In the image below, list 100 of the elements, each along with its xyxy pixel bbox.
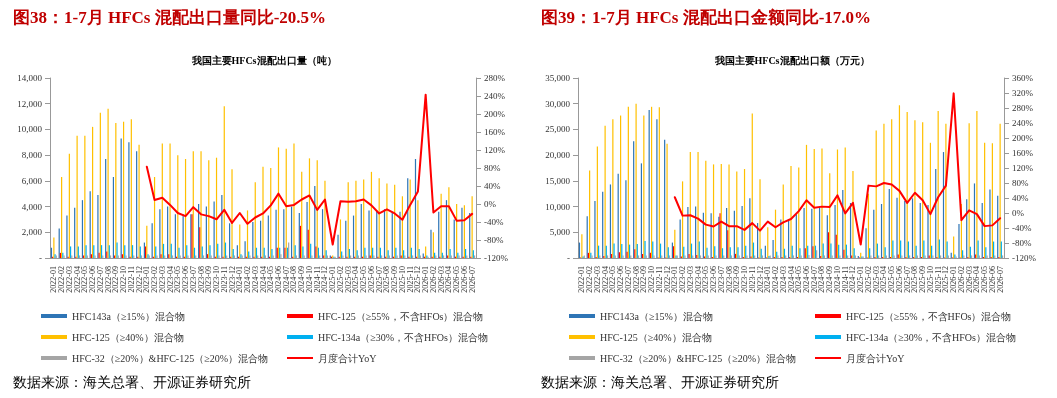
y-tick-label: 10,000 — [545, 201, 571, 212]
chart-title: 图38：1-7月 HFCs 混配出口量同比-20.5% — [13, 8, 327, 27]
y2-tick-label: 160% — [1012, 148, 1034, 158]
x-tick-label: 2026-06 — [987, 266, 997, 293]
y-tick-label: 25,000 — [545, 124, 571, 135]
x-tick-label: 2024-12 — [320, 266, 330, 293]
y2-tick-label: -80% — [484, 235, 504, 245]
legend-label: 月度合计YoY — [318, 352, 377, 364]
x-tick-label: 2026-07 — [995, 266, 1005, 293]
x-tick-label: 2024-07 — [281, 266, 291, 293]
x-tick-label: 2024-07 — [809, 266, 819, 293]
x-tick-label: 2023-08 — [724, 266, 734, 293]
y2-tick-label: -40% — [484, 217, 504, 227]
x-tick-label: 2025-01 — [328, 266, 338, 293]
x-tick-label: 2022-02 — [57, 266, 67, 293]
x-tick-label: 2022-01 — [49, 266, 59, 293]
y-tick-label: 10,000 — [17, 124, 43, 135]
y2-tick-label: -120% — [1012, 253, 1037, 263]
legend-label: HFC-32（≥20%）&HFC-125（≥20%）混合物 — [72, 352, 268, 364]
x-tick-label: 2024-01 — [235, 266, 245, 293]
x-tick-label: 2022-08 — [631, 266, 641, 293]
x-tick-label: 2024-06 — [801, 266, 811, 293]
legend-label: 月度合计YoY — [846, 352, 905, 364]
y-tick-label: 5,000 — [549, 227, 571, 238]
x-tick-label: 2025-09 — [918, 266, 928, 293]
x-tick-label: 2023-07 — [188, 266, 198, 293]
x-tick-label: 2025-09 — [390, 266, 400, 293]
x-tick-label: 2025-01 — [856, 266, 866, 293]
chart-subtitle: 我国主要HFCs混配出口量（吨） — [190, 54, 337, 66]
x-tick-label: 2023-06 — [709, 266, 719, 293]
x-tick-label: 2024-04 — [258, 266, 268, 293]
x-tick-label: 2026-06 — [459, 266, 469, 293]
y2-tick-label: 40% — [484, 181, 501, 191]
x-tick-label: 2026-01 — [421, 266, 431, 293]
x-tick-label: 2024-01 — [763, 266, 773, 293]
x-tick-label: 2025-05 — [359, 266, 369, 293]
x-tick-label: 2022-12 — [662, 266, 672, 293]
y-tick-label: 14,000 — [17, 73, 43, 83]
x-tick-label: 2026-02 — [428, 266, 438, 293]
x-tick-label: 2023-09 — [732, 266, 742, 293]
y2-tick-label: 40% — [1012, 193, 1029, 203]
y-tick-label: 12,000 — [17, 98, 43, 109]
y2-tick-label: 320% — [1012, 88, 1034, 98]
x-tick-label: 2023-05 — [701, 266, 711, 293]
legend-label: HFC-125（≥55%，不含HFOs）混合物 — [318, 310, 484, 322]
x-tick-label: 2025-06 — [366, 266, 376, 293]
x-tick-label: 2022-06 — [88, 266, 98, 293]
y-tick-label: 6,000 — [21, 175, 43, 186]
x-tick-label: 2025-06 — [894, 266, 904, 293]
y2-tick-label: 280% — [1012, 103, 1034, 113]
y2-tick-label: 120% — [484, 145, 506, 155]
x-tick-label: 2023-01 — [670, 266, 680, 293]
x-tick-label: 2023-03 — [157, 266, 167, 293]
x-tick-label: 2022-09 — [639, 266, 649, 293]
x-tick-label: 2022-07 — [623, 266, 633, 293]
x-tick-label: 2023-03 — [685, 266, 695, 293]
y-tick-label: 20,000 — [545, 150, 571, 161]
y-tick-label: 15,000 — [545, 175, 571, 186]
y-tick-label: 2,000 — [21, 227, 43, 238]
chart-title: 图39：1-7月 HFCs 混配出口金额同比-17.0% — [541, 8, 872, 27]
x-tick-label: 2026-05 — [980, 266, 990, 293]
y2-tick-label: 280% — [484, 73, 506, 83]
x-tick-label: 2026-03 — [964, 266, 974, 293]
y2-tick-label: 80% — [1012, 178, 1029, 188]
x-tick-label: 2026-05 — [452, 266, 462, 293]
x-tick-label: 2022-06 — [616, 266, 626, 293]
source-note: 数据来源：海关总署、开源证券研究所 — [13, 374, 251, 390]
x-tick-label: 2026-07 — [467, 266, 477, 293]
y2-tick-label: 240% — [484, 91, 506, 101]
x-tick-label: 2025-08 — [382, 266, 392, 293]
x-tick-label: 2022-07 — [95, 266, 105, 293]
x-tick-label: 2025-12 — [941, 266, 951, 293]
y2-tick-label: -80% — [1012, 238, 1032, 248]
x-tick-label: 2026-03 — [436, 266, 446, 293]
x-tick-label: 2024-04 — [786, 266, 796, 293]
x-tick-label: 2022-01 — [577, 266, 587, 293]
y-tick-label: 8,000 — [21, 150, 43, 161]
legend-label: HFC143a（≥15%）混合物 — [600, 310, 713, 322]
x-tick-label: 2022-09 — [111, 266, 121, 293]
x-tick-label: 2025-03 — [871, 266, 881, 293]
x-tick-label: 2025-08 — [910, 266, 920, 293]
x-tick-label: 2023-04 — [165, 266, 175, 293]
x-tick-label: 2026-01 — [949, 266, 959, 293]
x-tick-label: 2022-11 — [654, 266, 664, 293]
y2-tick-label: 160% — [484, 127, 506, 137]
x-tick-label: 2026-04 — [444, 266, 454, 293]
x-tick-label: 2025-11 — [405, 266, 415, 293]
x-tick-label: 2025-07 — [902, 266, 912, 293]
y-tick-label: 4,000 — [21, 201, 43, 212]
x-tick-label: 2024-12 — [848, 266, 858, 293]
x-tick-label: 2025-02 — [335, 266, 345, 293]
x-tick-label: 2023-02 — [150, 266, 160, 293]
x-tick-label: 2023-11 — [219, 266, 229, 293]
x-tick-label: 2022-03 — [64, 266, 74, 293]
x-tick-label: 2023-09 — [204, 266, 214, 293]
x-tick-label: 2025-12 — [413, 266, 423, 293]
x-tick-label: 2022-03 — [592, 266, 602, 293]
x-tick-label: 2024-02 — [243, 266, 253, 293]
x-tick-label: 2024-03 — [778, 266, 788, 293]
y-tick-label: - — [39, 253, 42, 263]
